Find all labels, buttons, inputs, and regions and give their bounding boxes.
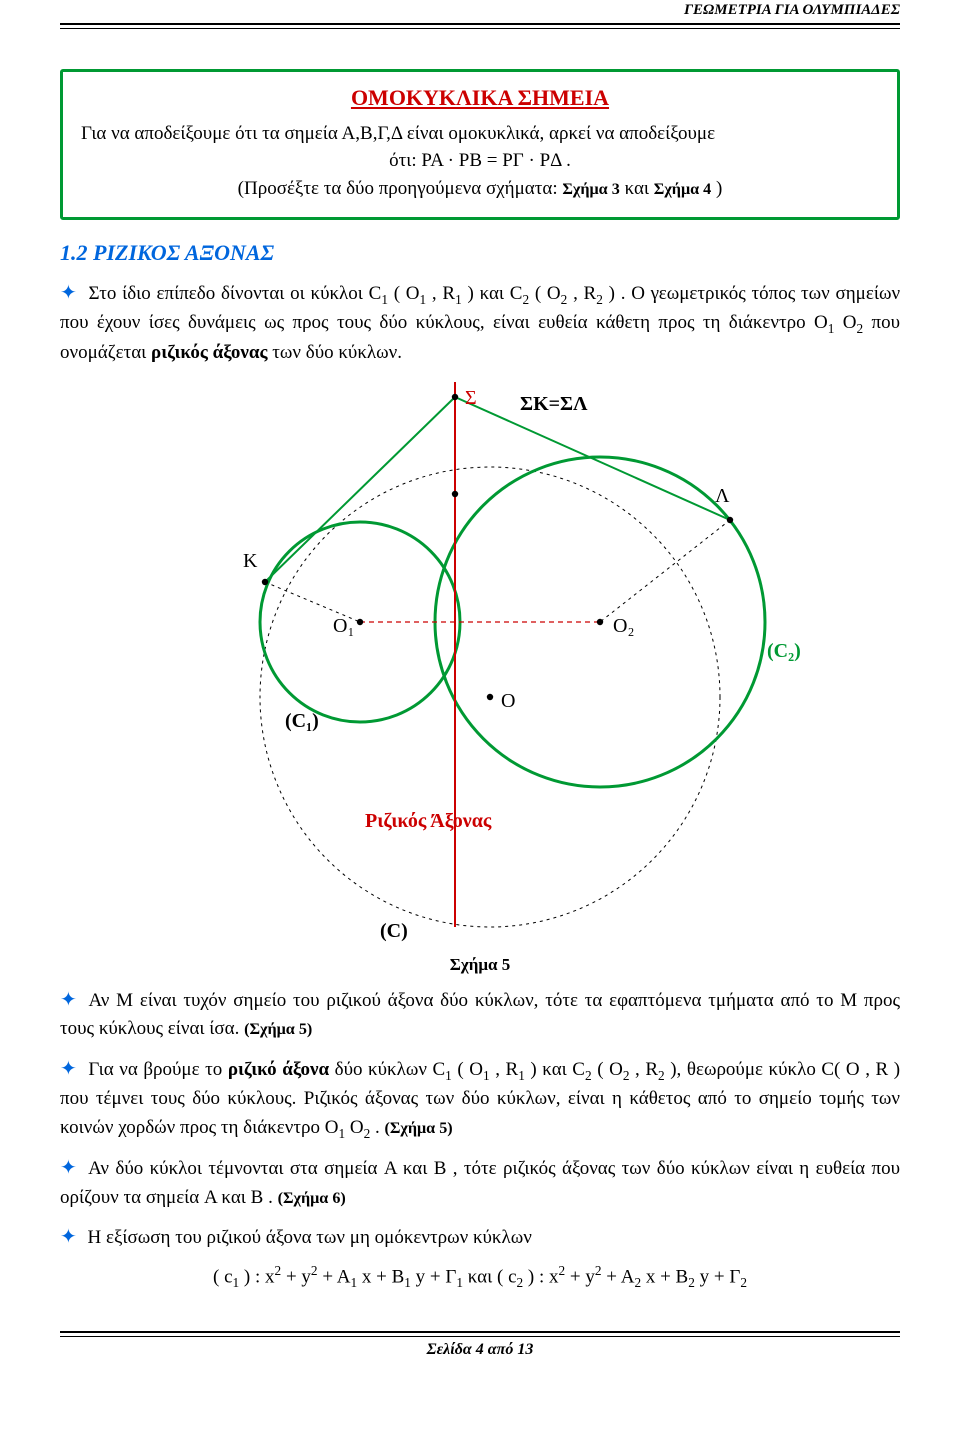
- box-line3-a: (Προσέξτε τα δύο προηγούμενα σχήματα:: [238, 178, 563, 199]
- p1-a: Στο ίδιο επίπεδο δίνονται οι κύκλοι C: [89, 283, 382, 304]
- box-title: ΟΜΟΚΥΚΛΙΚΑ ΣΗΜΕΙΑ: [81, 82, 879, 114]
- paragraph-5: ✦ Η εξίσωση του ριζικού άξονα των μη ομό…: [60, 1222, 900, 1253]
- box-line3-c: και: [625, 178, 654, 199]
- page: ΓΕΩΜΕΤΡΙΑ ΓΙΑ ΟΛΥΜΠΙΑΔΕΣ ΟΜΟΚΥΚΛΙΚΑ ΣΗΜΕ…: [0, 2, 960, 1389]
- p5: Η εξίσωση του ριζικού άξονα των μη ομόκε…: [88, 1227, 532, 1248]
- p1-h: O: [843, 312, 857, 333]
- svg-text:Σ: Σ: [465, 387, 477, 409]
- svg-text:K: K: [243, 550, 258, 572]
- p1-b: ( O: [394, 283, 420, 304]
- eqn-e: x + B: [362, 1266, 404, 1287]
- eqn-a: ( c: [213, 1266, 233, 1287]
- svg-text:O₁: O₁: [333, 615, 354, 637]
- footer: Σελίδα 4 από 13: [60, 1331, 900, 1359]
- eqn-c: + y: [286, 1266, 311, 1287]
- footer-text: Σελίδα 4 από 13: [60, 1341, 900, 1359]
- bullet-icon: ✦: [60, 1226, 77, 1248]
- p1-j: ριζικός άξονας: [151, 342, 267, 363]
- p3-c: δύο κύκλων C: [335, 1059, 446, 1080]
- p2-a: Αν M είναι τυχόν σημείο του ριζικού άξον…: [60, 990, 900, 1040]
- footer-rule-top: [60, 1331, 900, 1335]
- equation-line: ( c1 ) : x2 + y2 + A1 x + B1 y + Γ1 και …: [60, 1263, 900, 1291]
- header-text: ΓΕΩΜΕΤΡΙΑ ΓΙΑ ΟΛΥΜΠΙΑΔΕΣ: [60, 2, 900, 19]
- figure-svg: Σ ΣK=ΣΛ K Λ O₁ O₂ O (C₁) (C₂) Ριζικός Άξονας (C): [155, 382, 805, 942]
- svg-text:(C): (C): [380, 920, 408, 942]
- paragraph-2: ✦ Αν M είναι τυχόν σημείο του ριζικού άξ…: [60, 985, 900, 1044]
- p3-e: , R: [495, 1059, 518, 1080]
- ref-schema5-b: (Σχήμα 5): [384, 1120, 452, 1137]
- svg-text:O: O: [501, 690, 515, 712]
- p3-d: ( O: [457, 1059, 483, 1080]
- bullet-icon: ✦: [60, 1157, 77, 1179]
- svg-text:ΣK=ΣΛ: ΣK=ΣΛ: [520, 393, 588, 415]
- bullet-icon: ✦: [60, 282, 77, 304]
- p3-a: Για να βρούμε το: [88, 1059, 228, 1080]
- p3-j: O: [350, 1117, 364, 1138]
- ref-schema3: Σχήμα 3: [562, 181, 619, 198]
- box-equation: ότι: PA · PB = PΓ · PΔ .: [81, 147, 879, 175]
- section-heading: 1.2 ΡΙΖΙΚΟΣ ΑΞΟΝΑΣ: [60, 240, 900, 266]
- paragraph-3: ✦ Για να βρούμε το ριζικό άξονα δύο κύκλ…: [60, 1054, 900, 1144]
- p1-k: των δύο κύκλων.: [272, 342, 402, 363]
- p3-f: ) και C: [530, 1059, 585, 1080]
- box-line3: (Προσέξτε τα δύο προηγούμενα σχήματα: Σχ…: [81, 175, 879, 203]
- p1-d: ) και C: [468, 283, 523, 304]
- eqn-b: ) : x: [244, 1266, 275, 1287]
- svg-text:(C₁): (C₁): [285, 710, 319, 732]
- svg-text:O₂: O₂: [613, 615, 634, 637]
- eqn-i: + y: [570, 1266, 595, 1287]
- p3-b: ριζικό άξονα: [228, 1059, 329, 1080]
- svg-text:Ριζικός Άξονας: Ριζικός Άξονας: [365, 810, 492, 832]
- eqn-d: + A: [322, 1266, 350, 1287]
- bullet-icon: ✦: [60, 1058, 77, 1080]
- p1-e: ( O: [535, 283, 561, 304]
- eqn-k: x + B: [646, 1266, 688, 1287]
- footer-rule-bot: [60, 1336, 900, 1337]
- eqn-g: και ( c: [468, 1266, 517, 1287]
- svg-text:Λ: Λ: [715, 485, 730, 507]
- svg-text:(C₂): (C₂): [767, 640, 801, 662]
- p1-c: , R: [432, 283, 455, 304]
- ref-schema5-a: (Σχήμα 5): [244, 1021, 312, 1038]
- p1-f: , R: [573, 283, 596, 304]
- eqn-f: y + Γ: [416, 1266, 457, 1287]
- header-rule: [60, 23, 900, 29]
- p4-a: Αν δύο κύκλοι τέμνονται στα σημεία A και…: [60, 1158, 900, 1208]
- bullet-icon: ✦: [60, 989, 77, 1011]
- figure-5: Σ ΣK=ΣΛ K Λ O₁ O₂ O (C₁) (C₂) Ριζικός Άξονας (C): [60, 382, 900, 947]
- eqn-j: + A: [606, 1266, 634, 1287]
- ref-schema6: (Σχήμα 6): [278, 1190, 346, 1207]
- box-line1: Για να αποδείξουμε ότι τα σημεία Α,Β,Γ,Δ…: [81, 120, 879, 148]
- paragraph-4: ✦ Αν δύο κύκλοι τέμνονται στα σημεία A κ…: [60, 1153, 900, 1212]
- box-line3-e: ): [716, 178, 722, 199]
- eqn-h: ) : x: [528, 1266, 559, 1287]
- eqn-l: y + Γ: [700, 1266, 741, 1287]
- p3-g: ( O: [597, 1059, 623, 1080]
- paragraph-1: ✦ Στο ίδιο επίπεδο δίνονται οι κύκλοι C1…: [60, 278, 900, 368]
- ref-schema4: Σχήμα 4: [654, 181, 711, 198]
- figure-5-caption: Σχήμα 5: [60, 955, 900, 975]
- p3-h: , R: [635, 1059, 658, 1080]
- theorem-box: ΟΜΟΚΥΚΛΙΚΑ ΣΗΜΕΙΑ Για να αποδείξουμε ότι…: [60, 69, 900, 220]
